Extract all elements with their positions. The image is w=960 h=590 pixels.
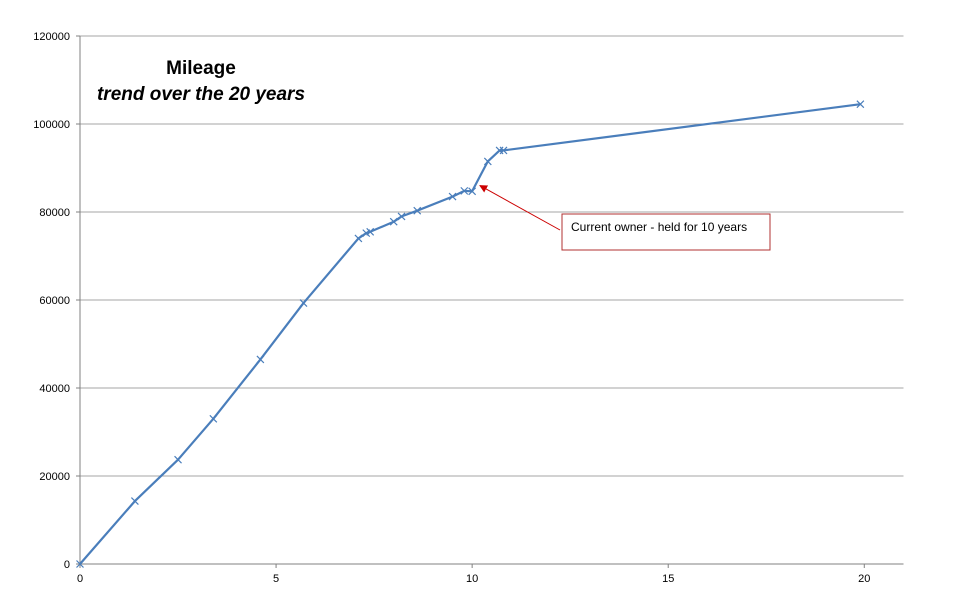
y-tick-label: 20000 (39, 471, 70, 483)
annotation-box (561, 213, 771, 251)
x-tick-label: 5 (273, 573, 279, 585)
data-point (299, 299, 308, 308)
data-point (460, 186, 469, 195)
data-point (448, 192, 457, 201)
data-point (397, 212, 406, 221)
y-tick-label: 120000 (33, 31, 70, 43)
axes (76, 35, 904, 568)
gridlines (80, 35, 904, 477)
y-tick-label: 0 (64, 559, 70, 571)
data-point (354, 234, 363, 243)
data-markers (76, 100, 865, 568)
data-point (856, 100, 865, 109)
series-line (79, 103, 861, 565)
data-point (174, 455, 182, 464)
data-point (366, 227, 375, 236)
x-tick-label: 0 (77, 573, 83, 585)
x-tick-label: 20 (858, 573, 870, 585)
data-point (389, 217, 398, 226)
y-tick-label: 80000 (39, 207, 70, 219)
y-tick-label: 100000 (33, 119, 70, 131)
x-tick-label: 15 (662, 573, 674, 585)
annotation: Current owner - held for 10 years (479, 185, 771, 251)
data-point (256, 355, 265, 364)
chart-subtitle: trend over the 20 years (97, 84, 305, 105)
data-point (483, 157, 492, 166)
y-tick-label: 60000 (39, 295, 70, 307)
tick-labels: 0 20000 40000 60000 80000 100000 120000 0 5 10 15 2… (33, 31, 870, 585)
annotation-text: Current owner - held for 10 years (571, 220, 747, 234)
x-tick-label: 10 (466, 573, 478, 585)
annotation-arrow (479, 185, 561, 231)
data-point (413, 206, 422, 215)
chart-title: Mileage (166, 58, 236, 79)
y-tick-label: 40000 (39, 383, 70, 395)
data-point (209, 414, 218, 423)
data-point (468, 187, 477, 196)
data-point (499, 146, 508, 155)
data-point (130, 497, 139, 506)
data-point (76, 560, 84, 568)
series (79, 103, 861, 565)
